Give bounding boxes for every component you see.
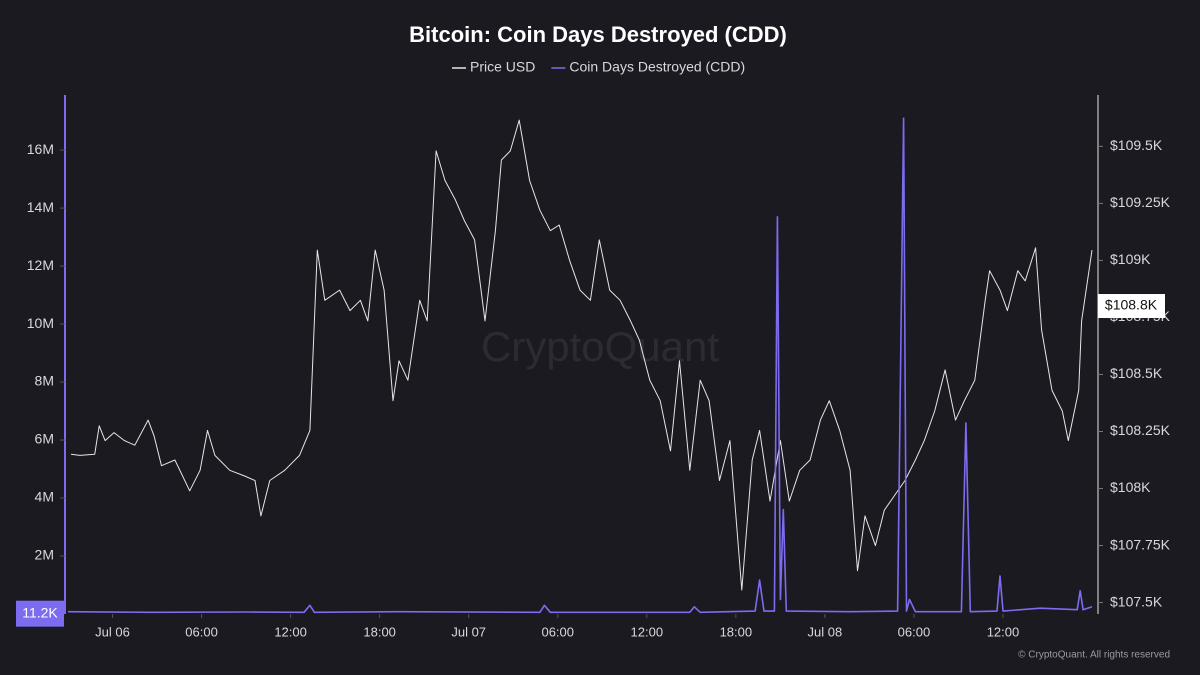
- y2-tick-label: $107.75K: [1110, 536, 1171, 552]
- series-line: [70, 119, 1093, 591]
- chart-title: Bitcoin: Coin Days Destroyed (CDD): [409, 22, 787, 47]
- y2-tick-label: $107.5K: [1110, 593, 1163, 609]
- x-tick-label: 18:00: [363, 624, 396, 639]
- y-tick-label: 10M: [27, 315, 54, 331]
- y2-tick-label: $109K: [1110, 251, 1151, 267]
- x-tick-label: 06:00: [185, 624, 218, 639]
- y2-tick-label: $109.5K: [1110, 137, 1163, 153]
- y-tick-label: 2M: [35, 547, 54, 563]
- y-tick-label: 4M: [35, 489, 54, 505]
- y-tick-label: 12M: [27, 257, 54, 273]
- y2-tick-label: $108.5K: [1110, 365, 1163, 381]
- price-tag-label: $108.8K: [1105, 297, 1158, 313]
- legend-label: Coin Days Destroyed (CDD): [569, 59, 745, 75]
- y-tick-label: 6M: [35, 431, 54, 447]
- x-tick-label: Jul 06: [95, 624, 130, 639]
- x-tick-label: 18:00: [720, 624, 753, 639]
- x-tick-label: 12:00: [274, 624, 307, 639]
- x-tick-label: 12:00: [631, 624, 664, 639]
- legend-label: Price USD: [470, 59, 535, 75]
- y2-tick-label: $109.25K: [1110, 194, 1171, 210]
- series-line: [67, 117, 1093, 614]
- legend: Price USD Coin Days Destroyed (CDD): [452, 59, 745, 75]
- y-tick-label: 8M: [35, 373, 54, 389]
- cdd-tag: [16, 600, 64, 627]
- watermark: CryptoQuant: [481, 323, 719, 370]
- y-tick-label: 14M: [27, 199, 54, 215]
- y2-tick-label: $108.25K: [1110, 422, 1171, 438]
- x-tick-label: 12:00: [987, 624, 1020, 639]
- footer: © CryptoQuant. All rights reserved: [1018, 650, 1170, 661]
- x-tick-label: Jul 07: [451, 624, 486, 639]
- x-tick-label: 06:00: [541, 624, 574, 639]
- y2-tick-label: $108K: [1110, 479, 1151, 495]
- price-tag: [1098, 294, 1165, 319]
- x-tick-label: Jul 08: [808, 624, 843, 639]
- cdd-tag-label: 11.2K: [22, 604, 58, 620]
- x-tick-label: 06:00: [898, 624, 931, 639]
- y-tick-label: 16M: [27, 141, 54, 157]
